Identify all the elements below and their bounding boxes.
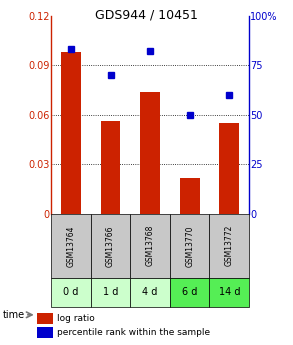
Bar [140,91,160,214]
Text: 1 d: 1 d [103,287,118,297]
Bar [51,214,91,278]
Bar [91,278,130,307]
Text: GSM13772: GSM13772 [225,225,234,266]
Bar [130,278,170,307]
Bar [130,214,170,278]
Bar [101,121,120,214]
Bar [170,214,209,278]
Bar [170,278,209,307]
Text: percentile rank within the sample: percentile rank within the sample [57,328,210,337]
Bar [91,214,130,278]
Text: GSM13766: GSM13766 [106,225,115,267]
Bar [61,52,81,214]
Text: log ratio: log ratio [57,314,95,323]
Text: GSM13770: GSM13770 [185,225,194,267]
Text: GSM13768: GSM13768 [146,225,155,266]
Text: 6 d: 6 d [182,287,197,297]
Bar [37,313,53,324]
Text: GSM13764: GSM13764 [67,225,76,267]
Bar [37,327,53,338]
Text: GDS944 / 10451: GDS944 / 10451 [95,9,198,22]
Text: 14 d: 14 d [219,287,240,297]
Bar [209,214,249,278]
Bar [209,278,249,307]
Text: 0 d: 0 d [63,287,79,297]
Bar [180,178,200,214]
Text: time: time [3,310,25,320]
Bar [219,123,239,214]
Text: 4 d: 4 d [142,287,158,297]
Bar [51,278,91,307]
